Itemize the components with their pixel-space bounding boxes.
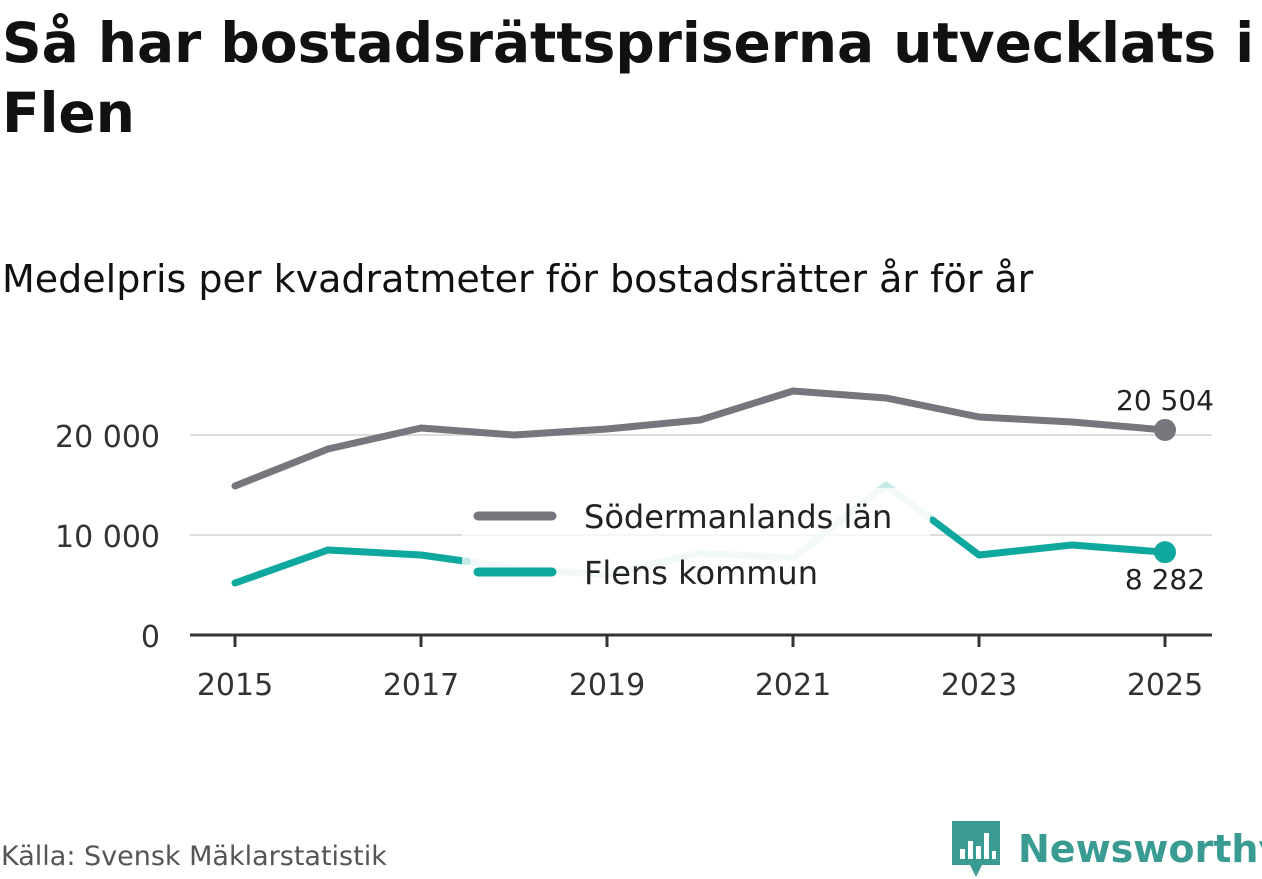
- x-tick-label: 2017: [383, 668, 459, 703]
- x-tick-label: 2021: [755, 668, 831, 703]
- series-segment: [929, 516, 983, 559]
- y-axis-ticks: 0 10 000 20 000: [55, 420, 160, 655]
- legend-background: [462, 488, 930, 606]
- x-axis: 2015 2017 2019 2021 2023 2025: [190, 633, 1212, 703]
- x-tick-label: 2025: [1127, 668, 1203, 703]
- end-value-label: 8 282: [1125, 563, 1205, 596]
- end-value-label: 20 504: [1116, 384, 1214, 417]
- brand-name: Newsworthy: [1018, 827, 1262, 871]
- series-segment: [231, 546, 332, 587]
- series-segment: [975, 541, 1076, 559]
- line-chart: 0 10 000 20 000 2015 2017 2019 2021 2023 2025 S…: [55, 384, 1214, 703]
- chart-subtitle: Medelpris per kvadratmeter för bostadsrä…: [2, 257, 1034, 301]
- y-tick-label: 0: [141, 620, 160, 655]
- source-note: Källa: Svensk Mäklarstatistik: [1, 841, 387, 872]
- legend-label: Södermanlands län: [584, 498, 892, 536]
- end-point-marker: [1154, 418, 1176, 441]
- end-point-marker: [1154, 541, 1176, 564]
- series-segment: [324, 546, 425, 559]
- legend-label: Flens kommun: [584, 554, 818, 592]
- series-line: [231, 387, 1169, 490]
- chart-title: Så har bostadsrättspriserna utvecklats i…: [2, 11, 1255, 145]
- legend: Södermanlands län Flens kommun: [462, 488, 930, 606]
- end-labels: 20 504 8 282: [1116, 384, 1214, 596]
- y-tick-label: 20 000: [55, 420, 160, 455]
- x-tick-label: 2015: [197, 668, 273, 703]
- x-tick-label: 2023: [941, 668, 1017, 703]
- series-segment: [417, 551, 471, 565]
- y-tick-label: 10 000: [55, 520, 160, 555]
- newsworthy-icon: [952, 821, 1000, 877]
- series-segment: [1068, 541, 1169, 556]
- newsworthy-logo: Newsworthy: [952, 819, 1262, 879]
- x-tick-label: 2019: [569, 668, 645, 703]
